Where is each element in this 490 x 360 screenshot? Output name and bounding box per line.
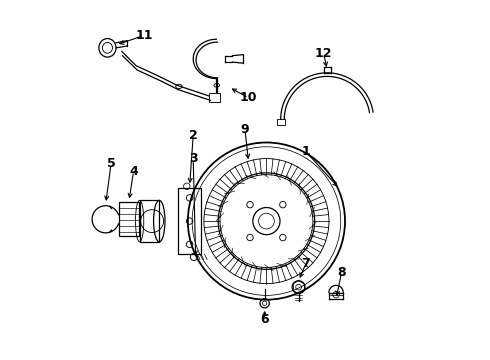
Bar [178, 188, 201, 254]
Text: 1: 1 [301, 145, 310, 158]
Text: 9: 9 [241, 123, 249, 136]
Text: 4: 4 [129, 165, 138, 177]
Text: 5: 5 [107, 157, 116, 170]
Text: 8: 8 [337, 266, 346, 279]
Text: 6: 6 [260, 313, 269, 326]
Bar [119, 202, 139, 237]
Text: 11: 11 [136, 29, 153, 42]
Text: 7: 7 [301, 257, 310, 270]
Bar [277, 119, 285, 125]
Text: 12: 12 [315, 47, 332, 60]
Text: 2: 2 [189, 129, 197, 142]
Bar [209, 93, 220, 102]
Text: 3: 3 [189, 152, 197, 165]
Bar [140, 201, 159, 242]
Text: 10: 10 [240, 91, 257, 104]
